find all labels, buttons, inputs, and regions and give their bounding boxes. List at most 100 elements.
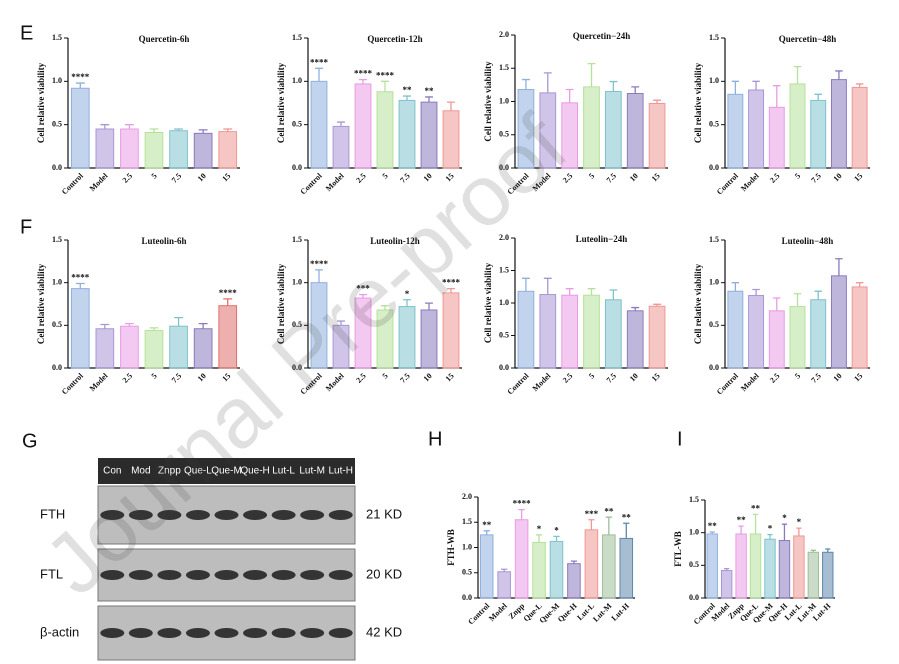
blot-row-label: FTL bbox=[40, 566, 63, 581]
y-tick-label: 2.0 bbox=[462, 492, 472, 501]
significance-label: ** bbox=[737, 515, 747, 525]
blot-band bbox=[185, 510, 210, 520]
significance-label: **** bbox=[513, 499, 532, 509]
bar bbox=[810, 99, 827, 169]
error-bar bbox=[773, 85, 781, 108]
blot-band bbox=[100, 570, 125, 580]
chart-title: Quercetin-12h bbox=[367, 34, 422, 44]
blot-band bbox=[157, 570, 182, 580]
chart-title: Luteolin-6h bbox=[141, 236, 186, 246]
y-tick-label: 1.0 bbox=[689, 527, 699, 536]
significance-label: **** bbox=[71, 273, 90, 283]
error-bar bbox=[587, 62, 596, 87]
y-tick-label: 0.5 bbox=[52, 320, 62, 329]
error-bar bbox=[521, 78, 530, 90]
y-tick-label: 1.5 bbox=[292, 33, 302, 42]
error-bar bbox=[125, 124, 134, 129]
y-tick-label: 1.5 bbox=[689, 495, 699, 504]
error-bar bbox=[100, 124, 110, 129]
bar bbox=[193, 328, 213, 369]
bar bbox=[626, 310, 644, 369]
lane-label: Que-M bbox=[211, 466, 242, 477]
y-axis-label: Cell relative viability bbox=[276, 62, 286, 143]
bar bbox=[727, 290, 744, 369]
error-bar bbox=[752, 288, 760, 296]
error-bar bbox=[605, 516, 612, 535]
blot-band bbox=[185, 570, 210, 580]
error-bar bbox=[825, 548, 831, 553]
chart-title: Luteolin-12h bbox=[370, 236, 420, 246]
lane-label: Lut-L bbox=[272, 466, 295, 477]
error-bar bbox=[814, 93, 822, 101]
error-bar bbox=[425, 96, 433, 103]
error-bar bbox=[359, 78, 367, 84]
y-tick-label: 0.5 bbox=[462, 568, 472, 577]
error-bar bbox=[125, 322, 134, 327]
blot-band bbox=[300, 510, 325, 520]
y-tick-label: 2.0 bbox=[499, 233, 509, 242]
bar bbox=[169, 325, 188, 369]
significance-label: * bbox=[537, 524, 542, 534]
error-bar bbox=[447, 101, 455, 111]
error-bar bbox=[337, 121, 345, 127]
blot-band bbox=[328, 628, 353, 638]
x-tick-label: 5 bbox=[150, 371, 159, 380]
significance-label: **** bbox=[442, 278, 461, 288]
error-bar bbox=[609, 80, 618, 92]
bar bbox=[619, 537, 634, 599]
y-tick-label: 1.5 bbox=[499, 265, 509, 274]
y-axis-label: Cell relative viability bbox=[693, 263, 703, 344]
bar bbox=[789, 306, 806, 369]
y-tick-label: 0.5 bbox=[499, 130, 509, 139]
chart-title: Luteolin−24h bbox=[576, 234, 628, 244]
bar bbox=[398, 99, 416, 169]
blot-size-label: 21 KD bbox=[366, 506, 402, 521]
chart-title: Quercetin−48h bbox=[779, 34, 836, 44]
error-bar bbox=[855, 282, 864, 287]
error-bar bbox=[521, 277, 530, 292]
chart-title: Quercetin−24h bbox=[573, 31, 630, 41]
significance-label: ** bbox=[425, 86, 435, 96]
panel-label: F bbox=[20, 216, 32, 238]
blot-size-label: 42 KD bbox=[366, 624, 402, 639]
bar bbox=[851, 286, 868, 369]
bar bbox=[514, 519, 529, 599]
lane-label: Que-H bbox=[240, 466, 269, 477]
significance-label: * bbox=[554, 525, 559, 535]
bar bbox=[144, 329, 164, 369]
blot-size-label: 20 KD bbox=[366, 566, 402, 581]
y-tick-label: 0.5 bbox=[292, 320, 302, 329]
y-axis-label: Cell relative viability bbox=[36, 62, 46, 143]
y-tick-label: 1.0 bbox=[292, 76, 302, 85]
blot-band bbox=[271, 510, 296, 520]
significance-label: ** bbox=[622, 512, 632, 522]
y-tick-label: 1.0 bbox=[52, 277, 62, 286]
bar bbox=[648, 102, 666, 169]
y-axis-label: Cell relative viability bbox=[276, 263, 286, 344]
x-tick-label: 5 bbox=[381, 171, 390, 180]
panel-label: I bbox=[677, 428, 683, 450]
blot-band bbox=[128, 510, 153, 520]
significance-label: *** bbox=[585, 509, 599, 519]
bar bbox=[479, 534, 494, 599]
blot-band bbox=[214, 570, 239, 580]
error-bar bbox=[535, 534, 543, 543]
bar bbox=[720, 570, 733, 599]
bar bbox=[851, 86, 868, 169]
significance-label: **** bbox=[219, 288, 238, 298]
error-bar bbox=[553, 535, 560, 542]
error-bar bbox=[588, 519, 595, 530]
significance-label: ** bbox=[708, 521, 718, 531]
error-bar bbox=[587, 288, 596, 296]
bar bbox=[748, 294, 765, 369]
error-bar bbox=[501, 568, 508, 572]
panel-label: E bbox=[20, 22, 33, 44]
y-tick-label: 1.5 bbox=[292, 235, 302, 244]
error-bar bbox=[724, 567, 730, 571]
bar bbox=[748, 89, 765, 169]
bar bbox=[735, 533, 747, 599]
error-bar bbox=[731, 80, 740, 95]
error-bar bbox=[653, 303, 662, 307]
significance-label: **** bbox=[376, 70, 395, 80]
